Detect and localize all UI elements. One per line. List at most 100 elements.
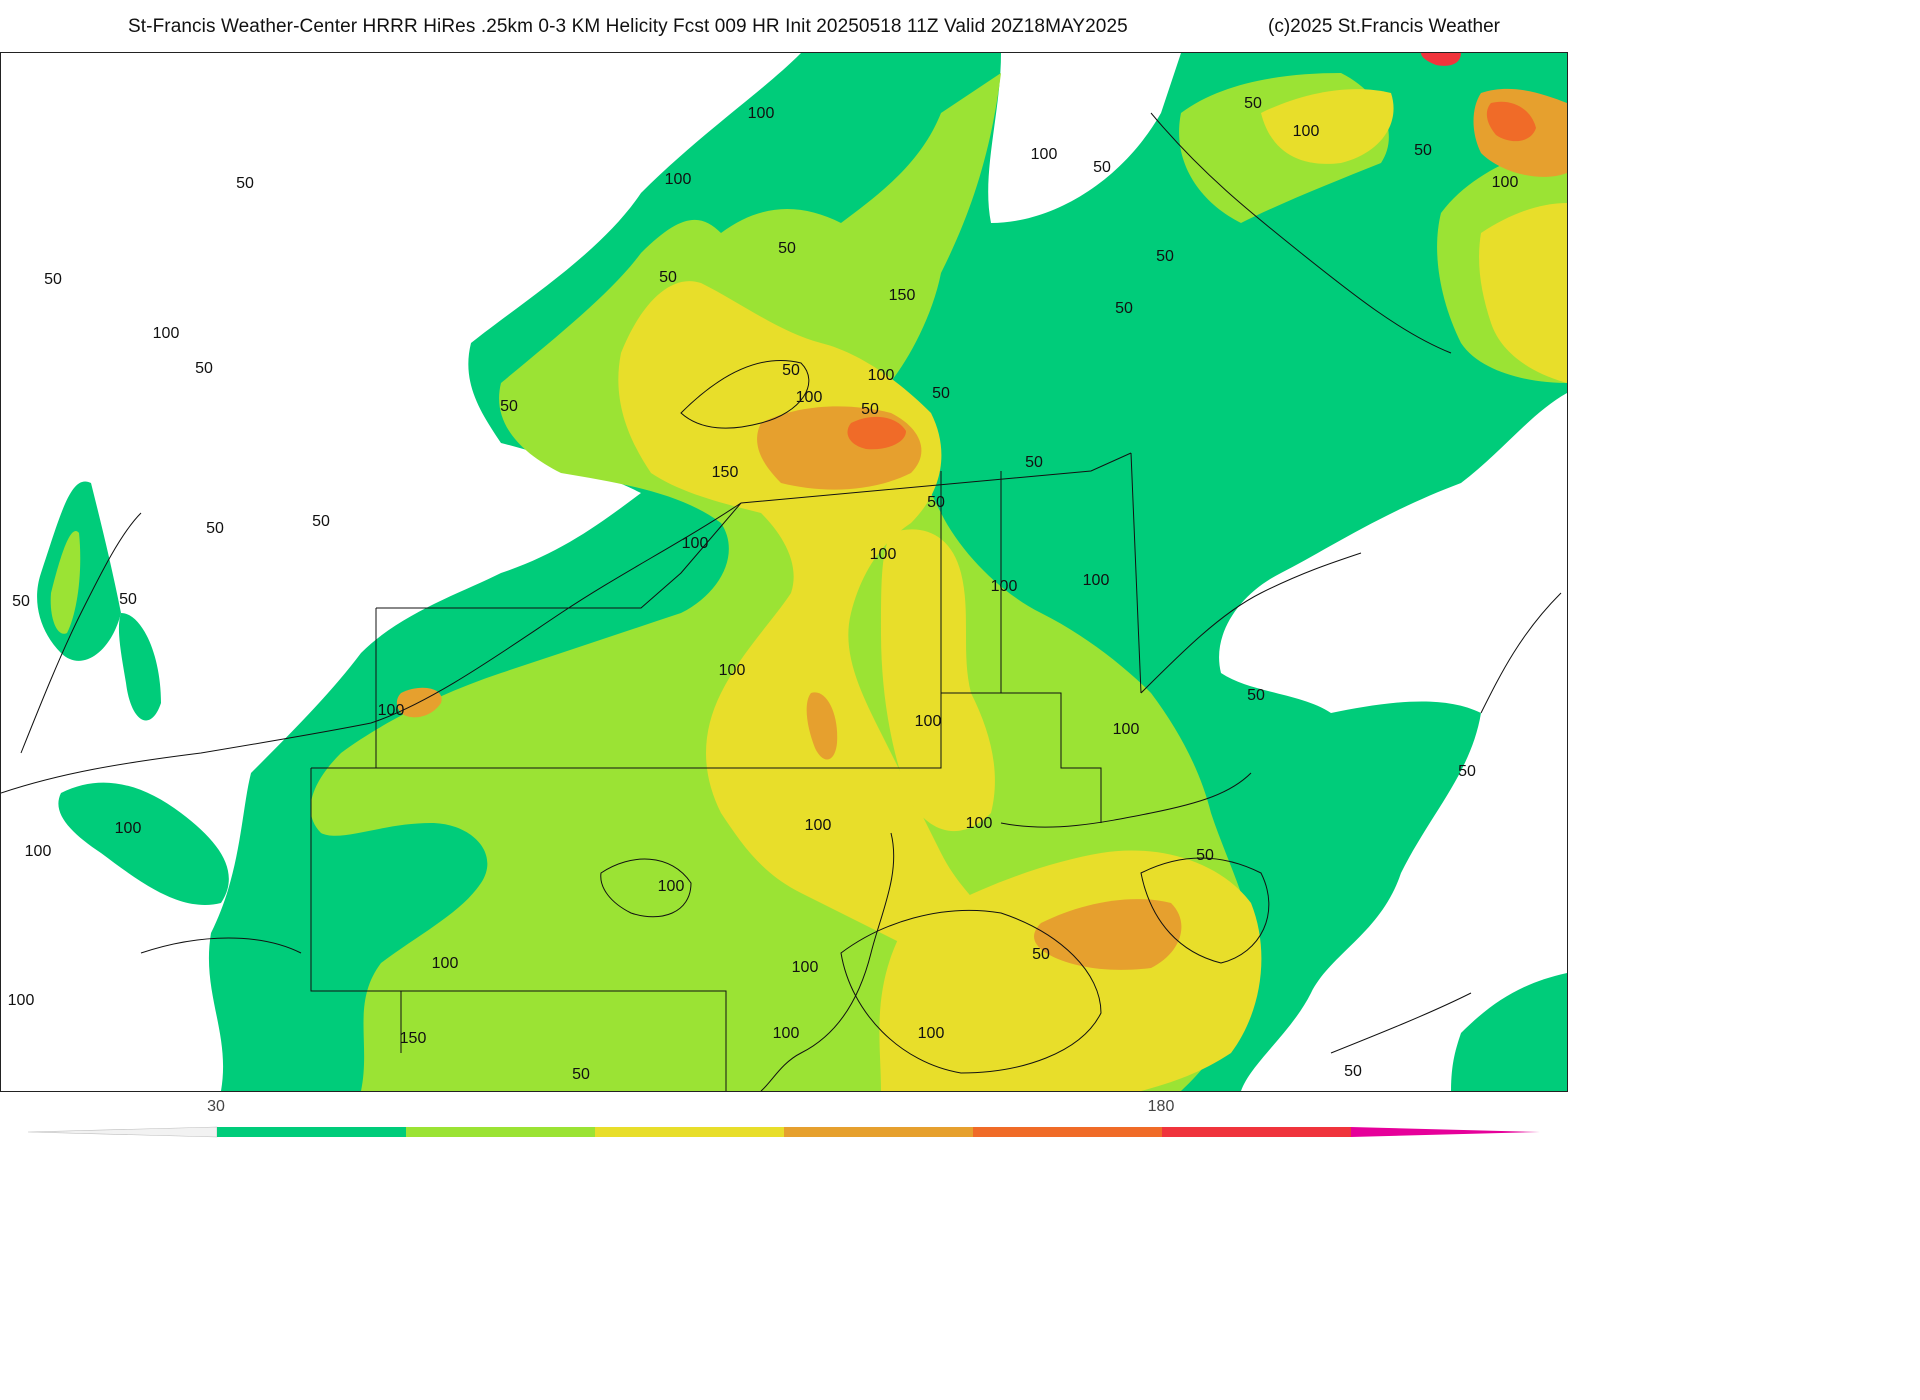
title-bar: St-Francis Weather-Center HRRR HiRes .25…	[0, 0, 1568, 52]
contour-label: 50	[572, 1066, 590, 1083]
contour-label: 100	[153, 325, 180, 342]
contour-label: 50	[236, 175, 254, 192]
helicity-band-lightgreen	[50, 531, 81, 634]
colorbar-tick-label-high: 180	[1147, 1098, 1175, 1115]
helicity-fill-layer	[37, 53, 1567, 1091]
contour-label: 50	[927, 494, 945, 511]
contour-label: 150	[889, 287, 916, 304]
contour-label: 100	[1293, 123, 1320, 140]
colorbar-segment	[217, 1127, 406, 1137]
contour-label: 100	[1031, 146, 1058, 163]
colorbar-underflow-wedge	[27, 1126, 218, 1138]
helicity-contour	[840, 909, 1102, 1074]
helicity-band-yellow	[881, 529, 995, 832]
colorbar-segment	[784, 1127, 973, 1137]
contour-label: 50	[1458, 763, 1476, 780]
helicity-band-orange	[806, 692, 838, 760]
contour-label: 50	[1247, 687, 1265, 704]
river-line	[1480, 592, 1562, 714]
contour-label: 100	[868, 367, 895, 384]
colorbar-overflow-wedge	[1351, 1127, 1540, 1137]
helicity-map: 50 50 100 50 50 50 50 50 50 100 100 100 100 50 100 100 5…	[1, 53, 1567, 1091]
colorbar-segment	[1162, 1127, 1351, 1137]
contour-label: 100	[796, 389, 823, 406]
helicity-band-green	[1451, 973, 1567, 1091]
coastline	[760, 832, 895, 1091]
helicity-band-yellow	[1261, 89, 1394, 164]
helicity-band-yellow	[1479, 203, 1567, 383]
boundary-lines-layer	[1, 112, 1562, 1091]
contour-label: 50	[206, 520, 224, 537]
contour-label: 100	[915, 713, 942, 730]
colorbar-scale	[27, 1126, 1540, 1138]
contour-label: 50	[1344, 1063, 1362, 1080]
helicity-contour	[1140, 857, 1270, 964]
contour-label: 50	[195, 360, 213, 377]
contour-label: 100	[966, 815, 993, 832]
contour-label: 150	[712, 464, 739, 481]
contour-label: 50	[1115, 300, 1133, 317]
colorbar-segment	[595, 1127, 784, 1137]
contour-label: 100	[773, 1025, 800, 1042]
helicity-band-green	[118, 613, 161, 721]
contour-label: 100	[665, 171, 692, 188]
map-frame: 50 50 100 50 50 50 50 50 50 100 100 100 100 50 100 100 5…	[0, 52, 1568, 1092]
helicity-contour	[20, 512, 142, 754]
contour-label: 150	[400, 1030, 427, 1047]
helicity-band-red	[1421, 53, 1461, 66]
contour-label: 50	[12, 593, 30, 610]
contour-label-layer: 50 50 100 50 50 50 50 50 50 100 100 100 100 50 100 100 5…	[8, 95, 1519, 1083]
helicity-contour	[140, 937, 302, 954]
colorbar-segment	[406, 1127, 595, 1137]
contour-label: 50	[659, 269, 677, 286]
contour-label: 100	[719, 662, 746, 679]
contour-label: 100	[115, 820, 142, 837]
contour-label: 100	[658, 878, 685, 895]
contour-label: 100	[805, 817, 832, 834]
contour-label: 100	[1113, 721, 1140, 738]
contour-label: 50	[1032, 946, 1050, 963]
contour-label: 100	[682, 535, 709, 552]
helicity-band-orange	[1034, 899, 1182, 970]
helicity-contour	[1330, 992, 1472, 1054]
state-border	[1130, 452, 1142, 694]
contour-label: 50	[1244, 95, 1262, 112]
coastline	[1140, 552, 1362, 694]
contour-label: 50	[1156, 248, 1174, 265]
contour-label: 100	[918, 1025, 945, 1042]
helicity-band-orange	[757, 406, 922, 490]
contour-label: 50	[1196, 847, 1214, 864]
contour-label: 50	[500, 398, 518, 415]
lake-outline	[680, 359, 810, 429]
state-border	[310, 768, 727, 1091]
state-border	[740, 452, 1132, 504]
contour-label: 100	[25, 843, 52, 860]
colorbar: 30 180	[0, 1090, 1568, 1141]
contour-label: 50	[44, 271, 62, 288]
contour-label: 50	[861, 401, 879, 418]
contour-label: 100	[1492, 174, 1519, 191]
helicity-band-lightgreen	[310, 73, 1253, 1091]
contour-label: 50	[932, 385, 950, 402]
colorbar-tick-label-low: 30	[207, 1098, 225, 1115]
contour-label: 100	[991, 578, 1018, 595]
contour-label: 50	[1414, 142, 1432, 159]
contour-label: 100	[432, 955, 459, 972]
colorbar-segment	[973, 1127, 1162, 1137]
contour-label: 50	[782, 362, 800, 379]
helicity-band-redorange	[847, 416, 906, 450]
contour-label: 100	[1083, 572, 1110, 589]
helicity-band-green	[58, 782, 229, 905]
helicity-band-redorange	[1486, 101, 1536, 142]
coastline	[1000, 772, 1252, 828]
contour-label: 50	[119, 591, 137, 608]
map-title: St-Francis Weather-Center HRRR HiRes .25…	[128, 16, 1128, 37]
copyright-notice: (c)2025 St.Francis Weather	[1268, 16, 1500, 37]
state-border	[376, 502, 742, 609]
contour-label: 100	[870, 546, 897, 563]
contour-label: 100	[748, 105, 775, 122]
contour-label: 50	[1093, 159, 1111, 176]
contour-label: 100	[378, 702, 405, 719]
river-line	[1150, 112, 1452, 354]
state-border	[311, 692, 1102, 823]
